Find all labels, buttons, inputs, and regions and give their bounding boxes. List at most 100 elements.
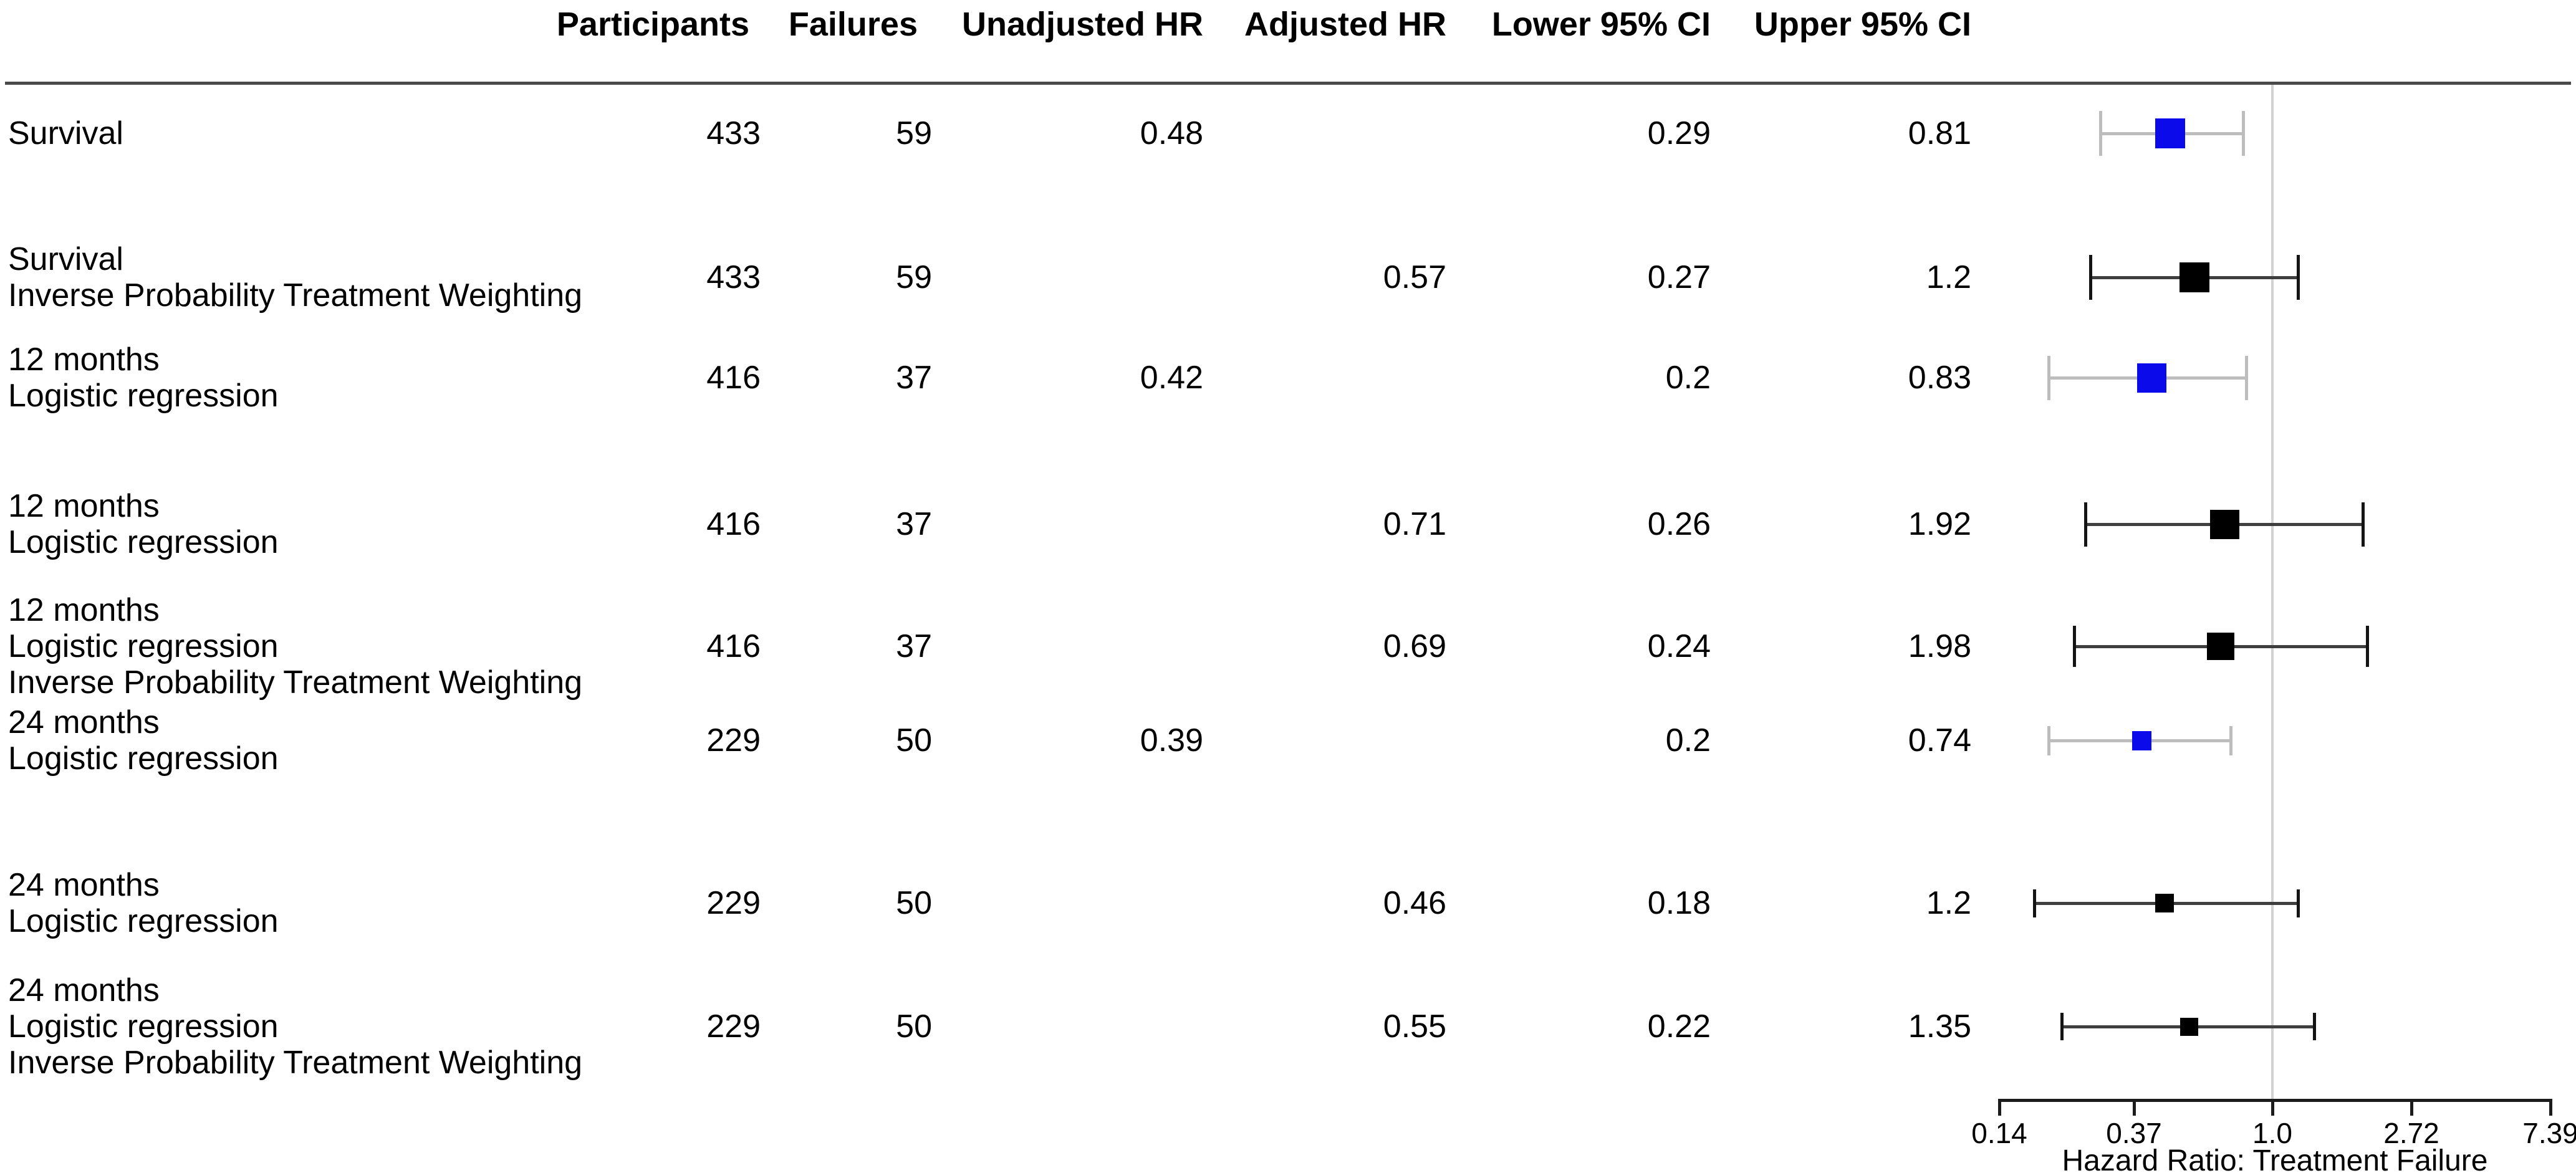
ci-cap-lower	[2047, 726, 2050, 755]
hr-marker-unadjusted	[2155, 118, 2185, 148]
cell-failures: 50	[896, 1008, 932, 1045]
cell-participants: 229	[706, 885, 761, 921]
cell-participants: 229	[706, 722, 761, 759]
cell-failures: 50	[896, 885, 932, 921]
cell-upper-ci: 1.35	[1908, 1008, 1971, 1045]
x-axis-tick-mark	[2271, 1099, 2274, 1116]
header-rule	[5, 82, 2571, 85]
ci-cap-lower	[2073, 626, 2076, 667]
cell-upper-ci: 1.98	[1908, 628, 1971, 664]
cell-participants: 416	[706, 506, 761, 542]
cell-lower-ci: 0.18	[1647, 885, 1711, 921]
row-label-line: 24 months	[8, 972, 160, 1008]
cell-failures: 59	[896, 259, 932, 295]
cell-lower-ci: 0.29	[1647, 115, 1711, 151]
hr-marker-adjusted	[2207, 633, 2234, 660]
cell-participants: 416	[706, 628, 761, 664]
column-header-lower-ci: Lower 95% CI	[1491, 6, 1711, 43]
cell-unadjusted-hr: 0.39	[1140, 722, 1203, 759]
hr-marker-adjusted	[2155, 894, 2174, 912]
ci-cap-upper	[2245, 356, 2248, 400]
row-label: 12 months Logistic regression	[8, 342, 279, 414]
ci-cap-upper	[2297, 255, 2300, 300]
row-label-line: Logistic regression	[8, 903, 279, 939]
ci-cap-lower	[2060, 1013, 2064, 1040]
x-axis-tick-label: 7.39	[2522, 1117, 2576, 1149]
row-label-line: Inverse Probability Treatment Weighting	[8, 664, 583, 701]
row-label-line: Survival	[8, 241, 123, 277]
cell-upper-ci: 0.81	[1908, 115, 1971, 151]
x-axis-line	[1999, 1099, 2550, 1102]
x-axis-tick-label: 1.0	[2252, 1117, 2292, 1149]
x-axis-tick-label: 0.37	[2106, 1117, 2162, 1149]
cell-upper-ci: 1.92	[1908, 506, 1971, 542]
cell-unadjusted-hr: 0.48	[1140, 115, 1203, 151]
row-label: 24 months Logistic regression	[8, 704, 279, 777]
cell-participants: 433	[706, 115, 761, 151]
row-label-line: Logistic regression	[8, 524, 279, 560]
reference-line	[2271, 85, 2274, 1099]
cell-failures: 37	[896, 628, 932, 664]
cell-upper-ci: 1.2	[1926, 259, 1971, 295]
x-axis-tick-mark	[2410, 1099, 2413, 1116]
row-label: Survival	[8, 115, 123, 151]
row-label-line: 12 months	[8, 488, 160, 524]
cell-failures: 37	[896, 506, 932, 542]
hr-marker-unadjusted	[2137, 363, 2166, 393]
cell-lower-ci: 0.2	[1665, 722, 1711, 759]
row-label-line: Logistic regression	[8, 378, 279, 414]
cell-adjusted-hr: 0.46	[1383, 885, 1446, 921]
row-label: 24 months Logistic regression Inverse Prob…	[8, 972, 582, 1081]
cell-participants: 416	[706, 360, 761, 396]
row-label-line: Logistic regression	[8, 628, 279, 664]
ci-cap-lower	[2099, 111, 2102, 156]
row-label-line: Survival	[8, 115, 123, 151]
column-header-participants: Participants	[556, 6, 749, 43]
cell-participants: 229	[706, 1008, 761, 1045]
row-label: 12 months Logistic regression	[8, 488, 279, 560]
cell-lower-ci: 0.2	[1665, 360, 1711, 396]
ci-cap-upper	[2313, 1013, 2316, 1040]
column-header-unadjusted-hr: Unadjusted HR	[961, 6, 1203, 43]
hr-marker-adjusted	[2210, 510, 2239, 539]
cell-unadjusted-hr: 0.42	[1140, 360, 1203, 396]
cell-lower-ci: 0.27	[1647, 259, 1711, 295]
ci-cap-lower	[2033, 889, 2036, 917]
ci-cap-lower	[2084, 502, 2087, 547]
row-label-line: 12 months	[8, 342, 160, 378]
row-label-line: 12 months	[8, 592, 160, 628]
ci-cap-upper	[2242, 111, 2245, 156]
cell-upper-ci: 0.74	[1908, 722, 1971, 759]
cell-participants: 433	[706, 259, 761, 295]
cell-failures: 37	[896, 360, 932, 396]
cell-failures: 59	[896, 115, 932, 151]
row-label: 12 months Logistic regression Inverse Prob…	[8, 592, 582, 701]
x-axis-tick-label: 2.72	[2383, 1117, 2439, 1149]
x-axis-tick-label: 0.14	[1971, 1117, 2027, 1149]
row-label-line: Inverse Probability Treatment Weighting	[8, 1045, 583, 1081]
ci-cap-lower	[2089, 255, 2092, 300]
ci-cap-upper	[2366, 626, 2369, 667]
ci-cap-lower	[2047, 356, 2050, 400]
cell-lower-ci: 0.22	[1647, 1008, 1711, 1045]
row-label-line: Inverse Probability Treatment Weighting	[8, 277, 583, 314]
row-label-line: 24 months	[8, 704, 160, 740]
cell-lower-ci: 0.26	[1647, 506, 1711, 542]
column-header-adjusted-hr: Adjusted HR	[1244, 6, 1446, 43]
x-axis-tick-mark	[2133, 1099, 2136, 1116]
ci-cap-upper	[2362, 502, 2365, 547]
ci-cap-upper	[2229, 726, 2232, 755]
cell-upper-ci: 0.83	[1908, 360, 1971, 396]
cell-adjusted-hr: 0.71	[1383, 506, 1446, 542]
row-label-line: Logistic regression	[8, 740, 279, 777]
cell-adjusted-hr: 0.69	[1383, 628, 1446, 664]
row-label: 24 months Logistic regression	[8, 867, 279, 939]
cell-adjusted-hr: 0.55	[1383, 1008, 1446, 1045]
cell-lower-ci: 0.24	[1647, 628, 1711, 664]
ci-cap-upper	[2297, 889, 2300, 917]
hr-marker-unadjusted	[2132, 731, 2151, 750]
x-axis-tick-mark	[2549, 1099, 2552, 1116]
x-axis-title: Hazard Ratio: Treatment Failure	[2062, 1144, 2488, 1173]
cell-failures: 50	[896, 722, 932, 759]
column-header-upper-ci: Upper 95% CI	[1754, 6, 1971, 43]
